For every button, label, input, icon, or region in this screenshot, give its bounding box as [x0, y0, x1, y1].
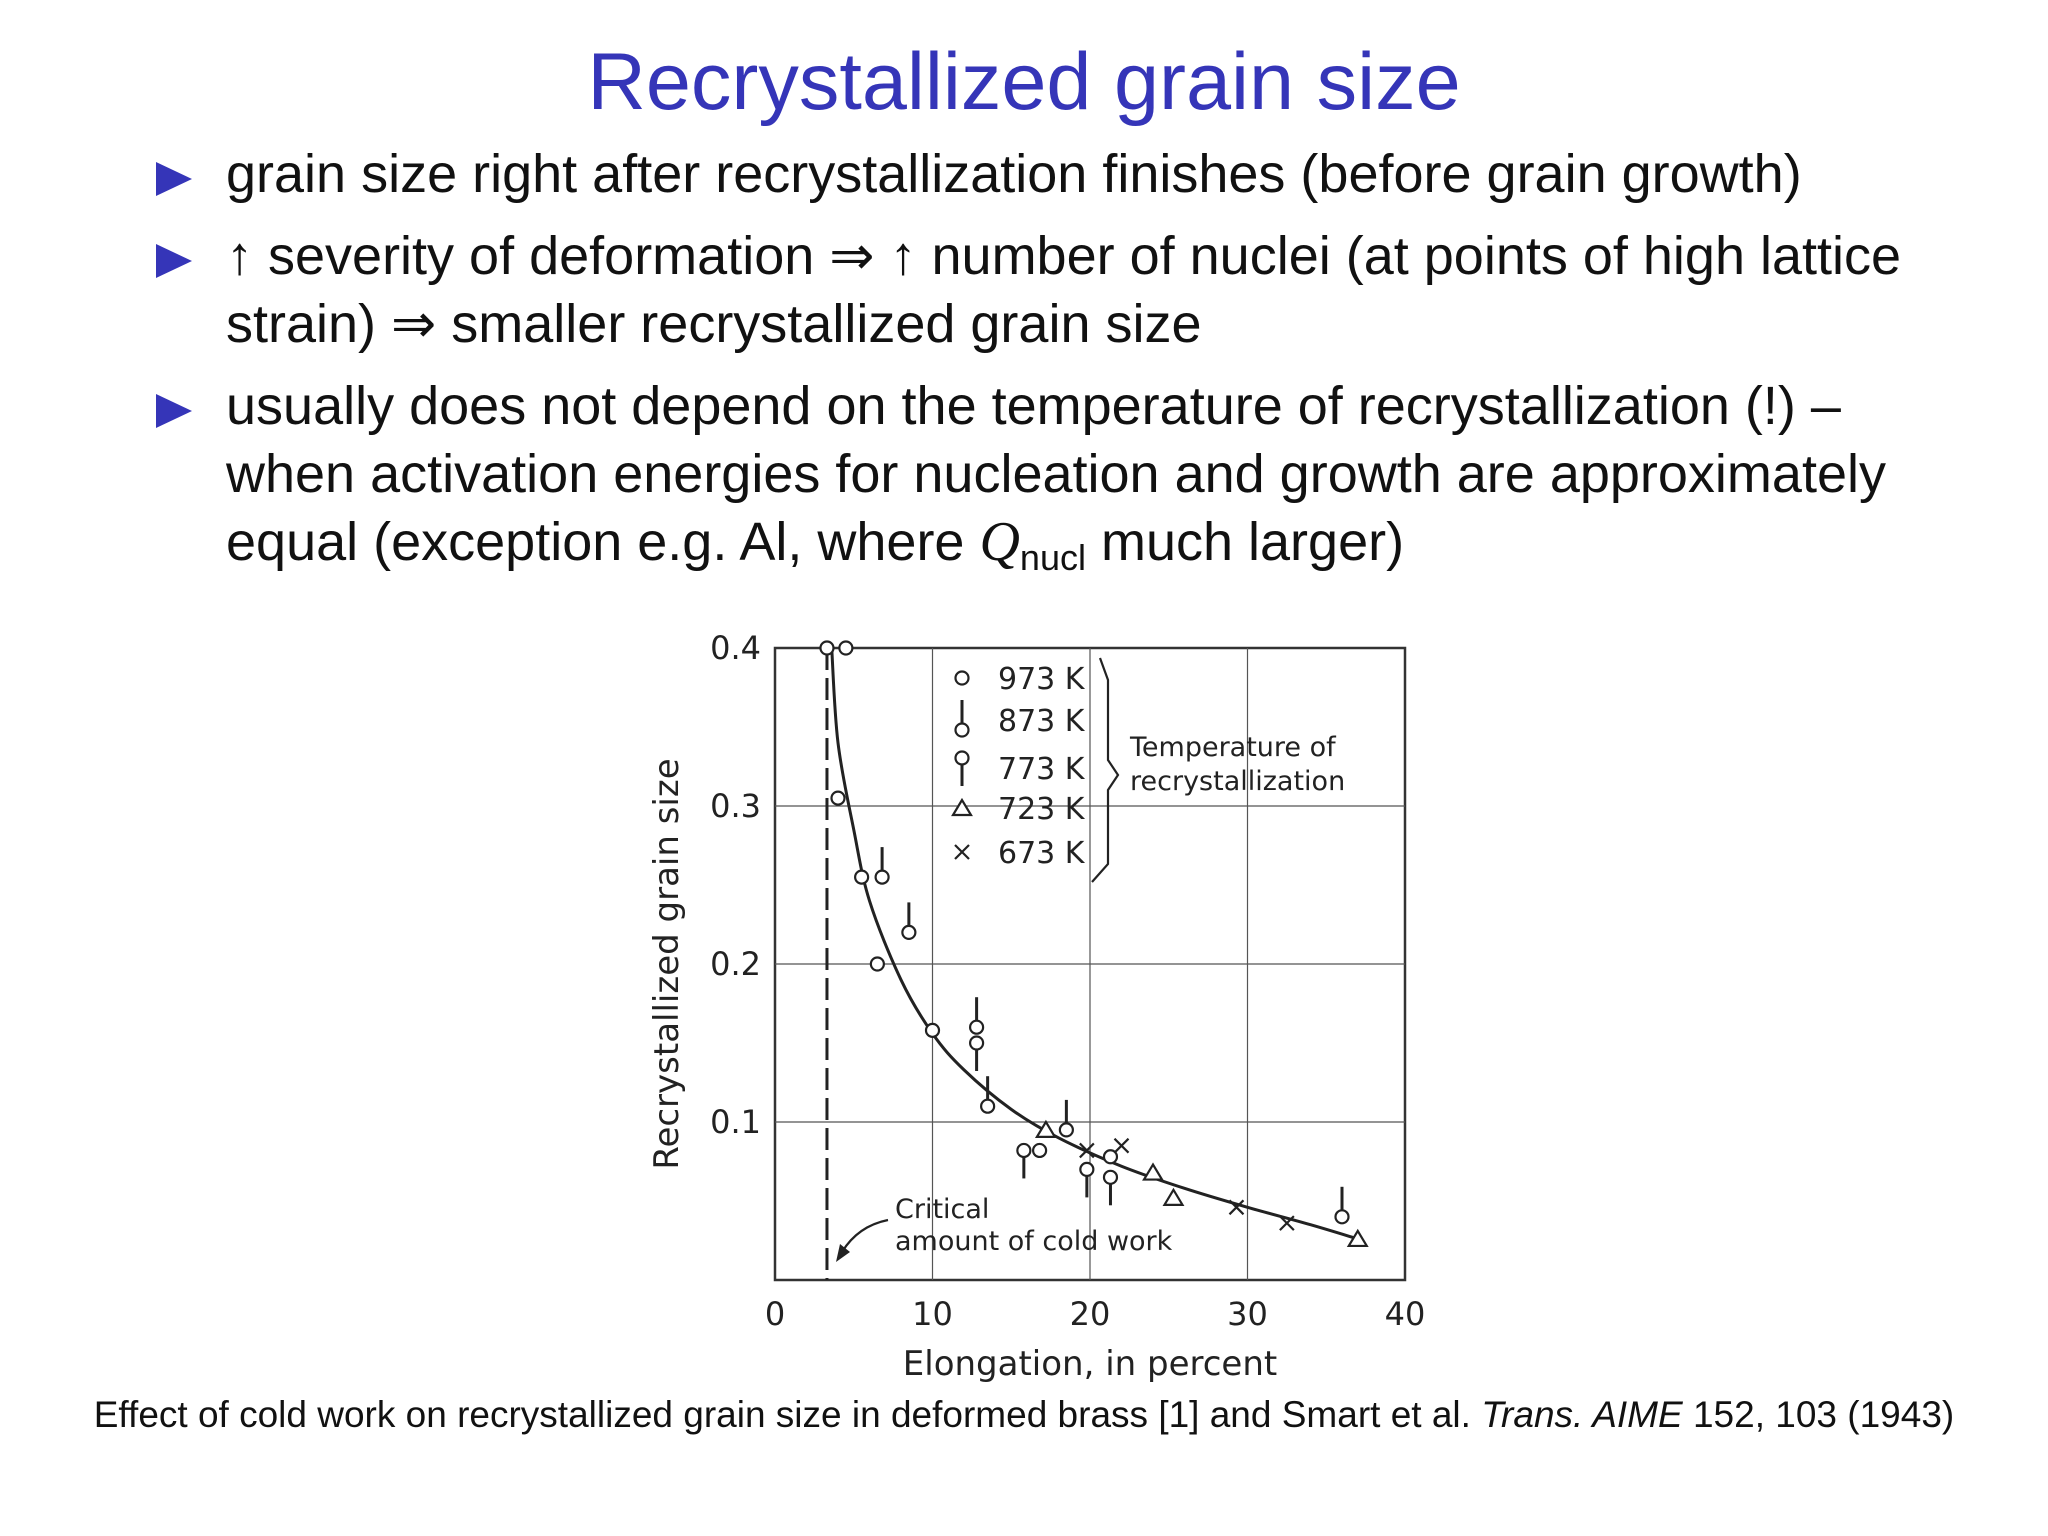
legend-label: 773 K — [998, 752, 1086, 787]
y-tick-label: 0.2 — [710, 945, 761, 983]
legend-marker — [954, 750, 970, 786]
data-point-973k — [869, 956, 885, 972]
caption-journal: Trans. AIME — [1481, 1394, 1683, 1435]
data-point-673k — [1228, 1199, 1245, 1216]
caption-text: Effect of cold work on recrystallized gr… — [93, 1394, 1482, 1435]
annotation-arrow — [841, 1218, 889, 1253]
grid-lines — [775, 648, 1405, 1280]
trend-curve — [830, 647, 1359, 1241]
bullet-list: grain size right after recrystallization… — [156, 140, 1956, 606]
legend-marker — [954, 670, 970, 686]
y-tick-label: 0.1 — [710, 1103, 761, 1141]
legend: 973 K 873 K 773 K 723 K 673 K — [951, 662, 1086, 871]
data-point-973k — [924, 1022, 941, 1038]
annotation-line1: Critical — [895, 1194, 989, 1225]
triangle-bullet-icon — [156, 162, 192, 196]
bullet-text: usually does not depend on the temperatu… — [226, 376, 1886, 572]
x-tick-label: 0 — [765, 1295, 785, 1333]
bullet-text-tail: much larger) — [1085, 512, 1405, 572]
legend-label: 723 K — [998, 792, 1086, 827]
data-point-873k — [980, 1076, 996, 1114]
data-point-973k — [819, 640, 835, 656]
data-point-973k — [838, 640, 854, 656]
slide-title: Recrystallized grain size — [587, 37, 1461, 127]
annotation-arrowhead — [836, 1244, 850, 1262]
legend-brace — [1091, 657, 1120, 883]
data-point-873k — [901, 902, 917, 940]
data-point-723k — [1142, 1162, 1164, 1181]
q-subscript: nucl — [1019, 537, 1086, 578]
data-point-873k — [969, 997, 985, 1035]
bullet-item: ↑ severity of deformation ⇒ ↑ number of … — [156, 222, 1956, 358]
legend-group-label-line1: Temperature of — [1129, 732, 1337, 763]
data-point-973k — [854, 869, 870, 885]
data-point-673k — [1113, 1137, 1130, 1154]
data-points — [819, 640, 1369, 1248]
q-symbol: Q — [979, 511, 1020, 573]
bullet-item: grain size right after recrystallization… — [156, 140, 1956, 208]
data-point-873k — [874, 847, 890, 885]
data-point-973k — [1102, 1149, 1119, 1165]
legend-marker — [954, 700, 970, 738]
legend-label: 973 K — [998, 662, 1086, 697]
legend-label: 673 K — [998, 836, 1086, 871]
annotation-line2: amount of cold work — [895, 1226, 1173, 1257]
data-point-773k — [1016, 1142, 1032, 1179]
legend-marker — [954, 844, 970, 860]
legend-group-label-line2: recrystallization — [1130, 766, 1345, 797]
bullet-text: grain size right after recrystallization… — [226, 144, 1802, 204]
x-tick-label: 30 — [1227, 1295, 1268, 1333]
data-point-723k — [1034, 1119, 1057, 1139]
y-tick-label: 0.3 — [710, 787, 761, 825]
triangle-bullet-icon — [156, 394, 192, 428]
grain-size-chart: 0 10 20 30 40 0.1 0.2 0.3 0.4 973 K 873 K 773 K 723… — [647, 629, 1425, 1384]
triangle-bullet-icon — [156, 244, 192, 278]
bullet-text: ↑ severity of deformation ⇒ ↑ number of … — [226, 226, 1902, 354]
data-point-773k — [969, 1035, 985, 1071]
data-point-873k — [1334, 1186, 1350, 1225]
data-point-973k — [830, 790, 846, 806]
x-axis-label: Elongation, in percent — [903, 1344, 1277, 1384]
y-axis-label: Recrystallized grain size — [647, 758, 687, 1169]
legend-label: 873 K — [998, 704, 1086, 739]
data-point-773k — [1079, 1161, 1095, 1198]
data-point-673k — [1079, 1142, 1095, 1159]
legend-marker — [951, 797, 973, 817]
figure-caption: Effect of cold work on recrystallized gr… — [80, 1392, 1968, 1438]
bullet-item: usually does not depend on the temperatu… — [156, 372, 1956, 592]
y-tick-label: 0.4 — [710, 629, 761, 667]
data-point-973k — [1032, 1142, 1048, 1159]
data-point-723k — [1162, 1187, 1185, 1206]
x-tick-label: 40 — [1385, 1295, 1426, 1333]
x-tick-label: 10 — [912, 1295, 953, 1333]
data-point-773k — [1102, 1169, 1119, 1206]
x-tick-label: 20 — [1070, 1295, 1111, 1333]
data-point-723k — [1346, 1228, 1369, 1248]
caption-text-tail: 152, 103 (1943) — [1682, 1394, 1955, 1435]
tick-labels: 0 10 20 30 40 0.1 0.2 0.3 0.4 — [710, 629, 1425, 1333]
data-point-673k — [1279, 1215, 1295, 1231]
data-point-873k — [1058, 1099, 1074, 1138]
